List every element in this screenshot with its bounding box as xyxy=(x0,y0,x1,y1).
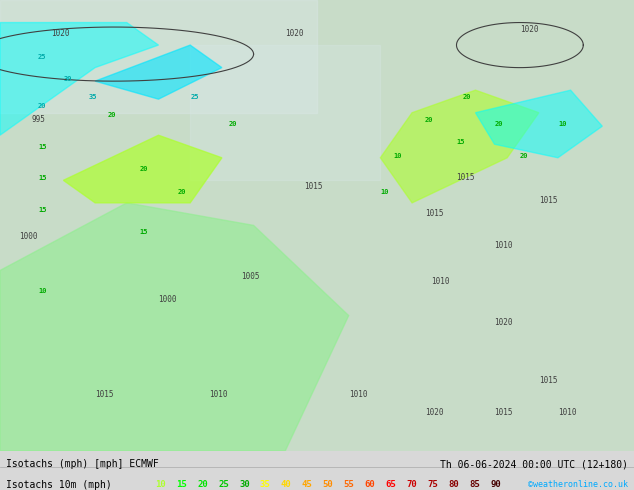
Text: 20: 20 xyxy=(463,94,471,100)
Polygon shape xyxy=(476,90,602,158)
Text: 20: 20 xyxy=(495,121,503,127)
Text: 20: 20 xyxy=(520,153,528,159)
Text: 20: 20 xyxy=(197,480,208,489)
Text: 35: 35 xyxy=(260,480,271,489)
Text: 30: 30 xyxy=(63,76,72,82)
Text: 10: 10 xyxy=(155,480,166,489)
Text: 25: 25 xyxy=(218,480,229,489)
Text: 1020: 1020 xyxy=(425,408,443,416)
Polygon shape xyxy=(0,203,349,451)
Text: 1010: 1010 xyxy=(495,241,513,250)
Text: 80: 80 xyxy=(448,480,459,489)
Text: 75: 75 xyxy=(427,480,438,489)
Text: 10: 10 xyxy=(558,121,566,127)
Polygon shape xyxy=(380,90,539,203)
Text: 50: 50 xyxy=(323,480,333,489)
Text: Isotachs 10m (mph): Isotachs 10m (mph) xyxy=(6,480,112,490)
Text: 1020: 1020 xyxy=(285,29,304,38)
Text: 40: 40 xyxy=(281,480,292,489)
Text: 25: 25 xyxy=(190,94,198,100)
Text: 1005: 1005 xyxy=(241,272,259,281)
Text: 1015: 1015 xyxy=(425,209,443,219)
Bar xyxy=(0,0,317,113)
Text: 1000: 1000 xyxy=(19,232,37,241)
Text: 15: 15 xyxy=(139,229,148,235)
Text: 55: 55 xyxy=(344,480,354,489)
Text: 1010: 1010 xyxy=(209,390,228,399)
Text: Th 06-06-2024 00:00 UTC (12+180): Th 06-06-2024 00:00 UTC (12+180) xyxy=(439,460,628,469)
Text: 15: 15 xyxy=(38,175,46,181)
Text: 1015: 1015 xyxy=(539,196,557,205)
Text: ©weatheronline.co.uk: ©weatheronline.co.uk xyxy=(527,480,628,489)
Text: 10: 10 xyxy=(393,153,401,159)
Text: 1015: 1015 xyxy=(304,182,323,191)
Text: 20: 20 xyxy=(228,121,236,127)
Text: Isotachs (mph) [mph] ECMWF: Isotachs (mph) [mph] ECMWF xyxy=(6,460,159,469)
Text: 1010: 1010 xyxy=(558,408,576,416)
Text: 10: 10 xyxy=(380,189,389,195)
Text: 995: 995 xyxy=(32,115,46,123)
Text: 1020: 1020 xyxy=(520,24,538,33)
Text: 1010: 1010 xyxy=(431,277,450,286)
Text: 35: 35 xyxy=(89,94,97,100)
Text: 70: 70 xyxy=(406,480,417,489)
Text: 20: 20 xyxy=(108,112,116,118)
Text: 15: 15 xyxy=(38,207,46,213)
Text: 45: 45 xyxy=(302,480,313,489)
Text: 25: 25 xyxy=(38,53,46,60)
Text: 1015: 1015 xyxy=(539,376,557,385)
Text: 1010: 1010 xyxy=(349,390,367,399)
Text: 10: 10 xyxy=(38,288,46,294)
Text: 15: 15 xyxy=(176,480,187,489)
Text: 1015: 1015 xyxy=(95,390,113,399)
Bar xyxy=(190,45,380,180)
Text: 60: 60 xyxy=(365,480,375,489)
Polygon shape xyxy=(63,135,222,203)
Text: 1015: 1015 xyxy=(495,408,513,416)
Text: 30: 30 xyxy=(239,480,250,489)
Text: 65: 65 xyxy=(385,480,396,489)
Text: 90: 90 xyxy=(490,480,501,489)
Text: 20: 20 xyxy=(139,166,148,172)
Text: 20: 20 xyxy=(425,117,433,122)
Text: 20: 20 xyxy=(38,103,46,109)
Polygon shape xyxy=(0,23,158,135)
Text: 20: 20 xyxy=(178,189,186,195)
Text: 15: 15 xyxy=(456,139,465,145)
Text: 1015: 1015 xyxy=(456,173,475,182)
Polygon shape xyxy=(95,45,222,99)
Text: 1000: 1000 xyxy=(158,295,177,304)
Text: 85: 85 xyxy=(469,480,480,489)
Text: 1020: 1020 xyxy=(51,29,69,38)
Text: 15: 15 xyxy=(38,144,46,150)
Text: 1020: 1020 xyxy=(495,318,513,326)
